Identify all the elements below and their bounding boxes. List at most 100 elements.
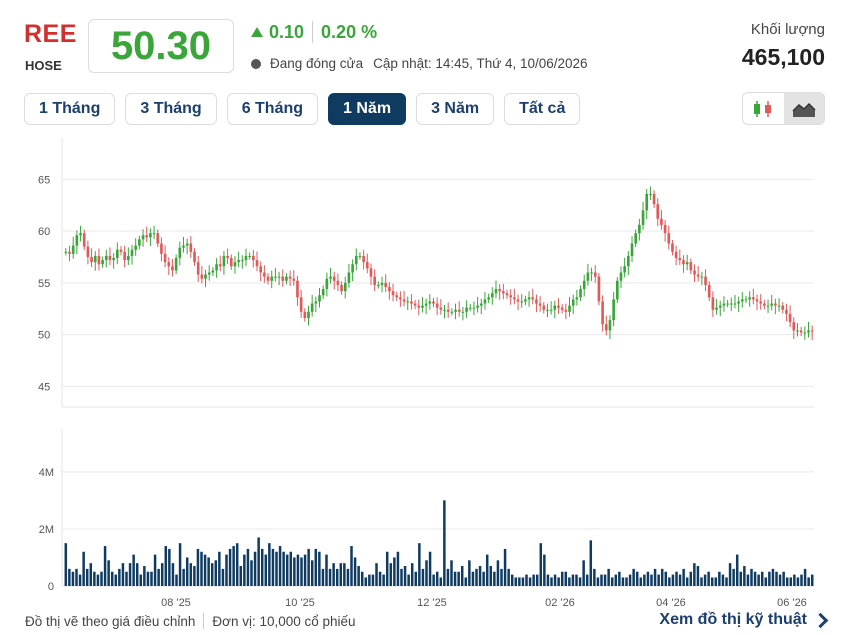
volume-bar xyxy=(418,543,421,586)
candle-body xyxy=(288,276,292,279)
candle xyxy=(115,242,119,265)
candle xyxy=(119,246,123,256)
candle xyxy=(435,297,439,316)
price-volume-chart: 65 60 55 50 45 4M 2M 0 08 '25 10 '25 12 '25 02 '2… xyxy=(38,138,814,609)
volume-bar xyxy=(785,577,789,586)
candle xyxy=(597,273,601,306)
candle-body xyxy=(104,255,108,261)
candle-body xyxy=(314,301,318,304)
candle xyxy=(281,269,285,287)
candle-body xyxy=(763,303,766,306)
volume-bar xyxy=(639,577,643,586)
candle xyxy=(123,245,126,268)
candle xyxy=(696,265,700,282)
candle xyxy=(586,263,590,286)
volume-bar xyxy=(421,568,425,586)
candle xyxy=(483,292,487,310)
volume-bar xyxy=(225,554,228,586)
candle xyxy=(645,189,649,220)
volume-bar xyxy=(75,568,78,586)
volume-bar xyxy=(478,566,482,586)
candle xyxy=(630,236,634,263)
candle-body xyxy=(502,291,505,294)
candle xyxy=(108,247,112,265)
volume-bar xyxy=(575,574,578,586)
candlestick-button[interactable] xyxy=(743,93,784,124)
volume-bar xyxy=(721,574,725,586)
volume-bar xyxy=(675,571,678,586)
volume-bar xyxy=(385,551,389,586)
candle xyxy=(601,295,604,332)
candle-body xyxy=(457,309,461,312)
candle xyxy=(722,296,726,312)
exchange-label: HOSE xyxy=(25,58,62,73)
volume-bar xyxy=(410,563,414,586)
volume-bar xyxy=(714,577,718,586)
volume-bar xyxy=(560,571,564,586)
candle xyxy=(788,305,792,328)
candle xyxy=(498,284,501,300)
candle xyxy=(303,308,307,322)
candle xyxy=(259,261,263,282)
candle xyxy=(553,300,557,319)
candle xyxy=(127,247,130,265)
candle xyxy=(685,254,689,271)
volume-bar xyxy=(743,566,746,586)
volume-bar xyxy=(543,554,546,586)
volume-bar xyxy=(778,574,782,586)
candle-body xyxy=(138,239,141,246)
candle-body xyxy=(479,303,483,306)
candle-body xyxy=(608,320,612,331)
candle xyxy=(185,238,189,255)
candle xyxy=(634,229,638,248)
tab-all[interactable]: Tất cả xyxy=(504,93,581,125)
range-tabs: 1 Tháng 3 Tháng 6 Tháng 1 Năm 3 Năm Tất … xyxy=(24,93,581,125)
volume-bar xyxy=(425,560,428,586)
volume-bar xyxy=(635,571,639,586)
volume-bar xyxy=(157,568,160,586)
candle xyxy=(428,294,432,310)
volume-bar xyxy=(135,563,139,586)
candle xyxy=(450,308,454,316)
candle-body xyxy=(119,249,123,252)
volume-bar xyxy=(321,568,325,586)
candle xyxy=(421,297,424,313)
candle-body xyxy=(163,253,167,263)
candle-body xyxy=(446,309,450,312)
candle xyxy=(564,303,568,320)
tab-1-year[interactable]: 1 Năm xyxy=(328,93,407,125)
volume-bar xyxy=(485,554,489,586)
tab-3-months[interactable]: 3 Tháng xyxy=(125,93,217,125)
candle-body xyxy=(752,297,755,300)
candle-body xyxy=(546,309,549,311)
volume-bar xyxy=(325,554,328,586)
volume-bar xyxy=(553,574,557,586)
candle-body xyxy=(696,274,700,277)
volume-bar xyxy=(128,563,132,586)
chevron-right-icon xyxy=(812,612,829,628)
volume-bar xyxy=(589,540,593,586)
volume-bar xyxy=(100,571,103,586)
area-chart-button[interactable] xyxy=(783,93,824,124)
candle xyxy=(292,270,296,286)
volume-bar xyxy=(114,574,118,586)
candle-body xyxy=(108,255,112,261)
volume-bar xyxy=(139,574,143,586)
candle xyxy=(755,294,759,311)
volume-bar xyxy=(389,563,393,586)
volume-bar xyxy=(771,568,775,586)
volume-bar xyxy=(807,577,810,586)
status-text: Đang đóng cửa xyxy=(270,56,364,71)
candle xyxy=(465,300,468,318)
volume-bar xyxy=(275,551,278,586)
candle-body xyxy=(641,210,645,225)
candle xyxy=(781,301,785,314)
candle-body xyxy=(715,307,718,310)
tab-1-month[interactable]: 1 Tháng xyxy=(24,93,116,125)
volume-tick-label: 4M xyxy=(39,467,54,479)
technical-chart-link[interactable]: Xem đồ thị kỹ thuật xyxy=(659,611,829,629)
volume-bar xyxy=(696,566,700,586)
tab-6-months[interactable]: 6 Tháng xyxy=(226,93,319,125)
update-time: Cập nhật: 14:45, Thứ 4, 10/06/2026 xyxy=(373,56,588,71)
tab-3-years[interactable]: 3 Năm xyxy=(416,93,495,125)
